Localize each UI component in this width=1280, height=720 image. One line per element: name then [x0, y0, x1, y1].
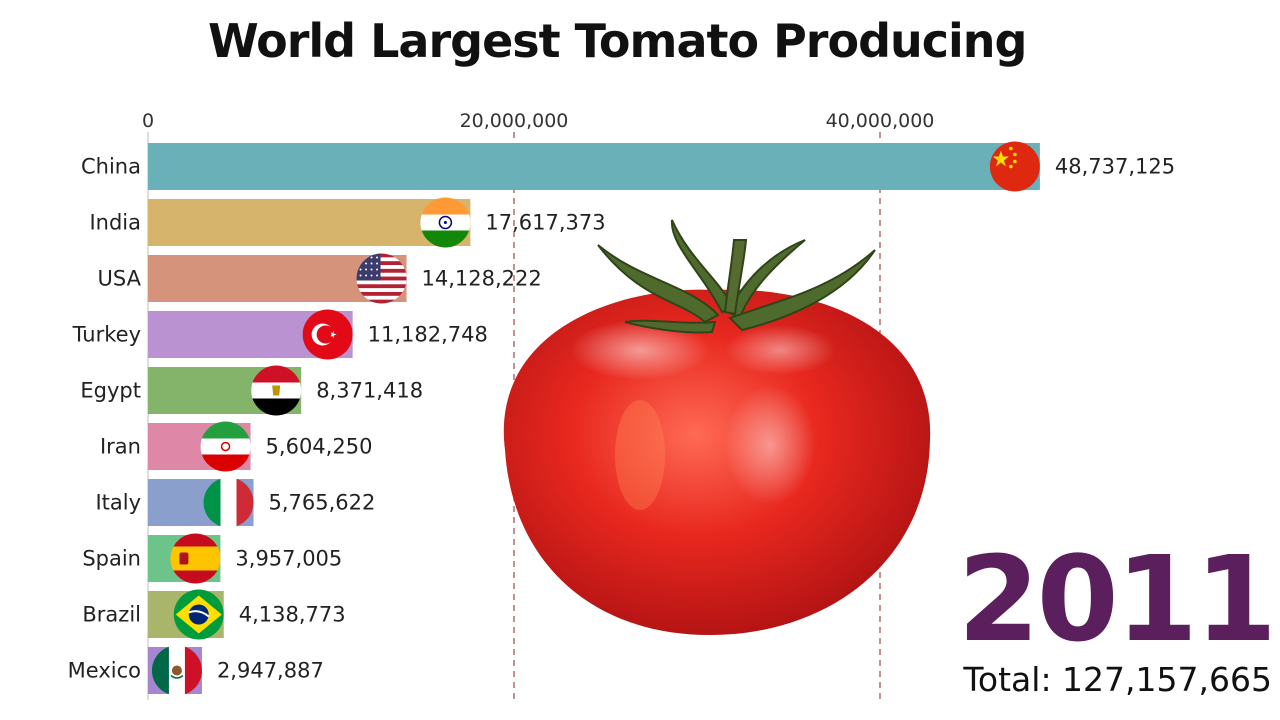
value-label: 11,182,748 — [368, 323, 488, 347]
value-label: 2,947,887 — [217, 659, 324, 683]
category-label: Spain — [82, 547, 141, 571]
x-tick-label: 0 — [142, 110, 154, 132]
bar-india — [148, 199, 471, 246]
egypt-flag-icon — [251, 365, 302, 416]
year-label: 2011 — [957, 530, 1277, 668]
value-label: 8,371,418 — [316, 379, 423, 403]
china-flag-icon — [989, 141, 1040, 192]
category-label: Brazil — [82, 603, 141, 627]
category-label: USA — [98, 267, 142, 291]
category-label: Turkey — [72, 323, 141, 347]
category-label: Italy — [95, 491, 141, 515]
italy-flag-icon — [203, 477, 254, 528]
value-label: 5,604,250 — [266, 435, 373, 459]
value-label: 5,765,622 — [269, 491, 376, 515]
value-label: 14,128,222 — [422, 267, 542, 291]
category-label: Mexico — [68, 659, 141, 683]
value-label: 3,957,005 — [235, 547, 342, 571]
spain-flag-icon — [170, 533, 221, 584]
category-label: Egypt — [80, 379, 141, 403]
category-label: India — [89, 211, 141, 235]
value-label: 4,138,773 — [239, 603, 346, 627]
turkey-flag-icon — [302, 309, 353, 360]
category-label: China — [81, 155, 141, 179]
x-tick-label: 40,000,000 — [826, 110, 935, 132]
value-label: 48,737,125 — [1055, 155, 1175, 179]
iran-flag-icon — [200, 421, 251, 472]
value-label: 17,617,373 — [485, 211, 605, 235]
tomato-illustration — [503, 219, 931, 635]
usa-flag-icon — [356, 253, 407, 304]
brazil-flag-icon — [173, 589, 224, 640]
category-label: Iran — [100, 435, 141, 459]
india-flag-icon — [420, 197, 471, 248]
x-tick-label: 20,000,000 — [460, 110, 569, 132]
total-label: Total: 127,157,665 — [963, 660, 1272, 699]
mexico-flag-icon — [151, 645, 202, 696]
bar-china — [148, 143, 1040, 190]
chart-title: World Largest Tomato Producing — [208, 14, 1027, 68]
